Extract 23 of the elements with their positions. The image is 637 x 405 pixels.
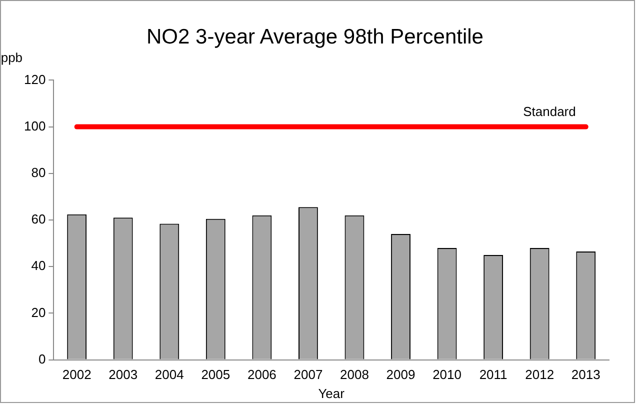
x-tick-label: 2002 bbox=[62, 367, 92, 382]
x-tick-label: 2003 bbox=[108, 367, 138, 382]
y-tick-label: 40 bbox=[31, 258, 46, 274]
y-tick-label: 120 bbox=[24, 72, 46, 87]
x-axis-title: Year bbox=[318, 386, 346, 401]
y-tick-label: 100 bbox=[24, 118, 46, 134]
x-tick-label: 2010 bbox=[432, 367, 462, 382]
chart-title: NO2 3-year Average 98th Percentile bbox=[146, 25, 484, 48]
x-tick-label: 2007 bbox=[294, 367, 323, 382]
x-tick-label: 2009 bbox=[386, 367, 416, 382]
ref-line-label: Standard bbox=[523, 104, 576, 119]
x-tick-label: 2004 bbox=[154, 367, 184, 382]
y-tick-label: 80 bbox=[31, 164, 46, 180]
x-tick-label: 2005 bbox=[201, 367, 230, 382]
y-tick-label: 60 bbox=[31, 212, 46, 227]
y-tick-label: 0 bbox=[38, 351, 46, 366]
y-tick-label: 20 bbox=[31, 304, 46, 320]
y-axis-title: ppb bbox=[0, 50, 23, 66]
x-tick-label: 2012 bbox=[525, 367, 554, 382]
x-tick-label: 2006 bbox=[247, 367, 276, 382]
x-tick-label: 2011 bbox=[479, 367, 508, 382]
x-tick-label: 2013 bbox=[571, 367, 600, 382]
x-tick-label: 2008 bbox=[340, 367, 369, 382]
